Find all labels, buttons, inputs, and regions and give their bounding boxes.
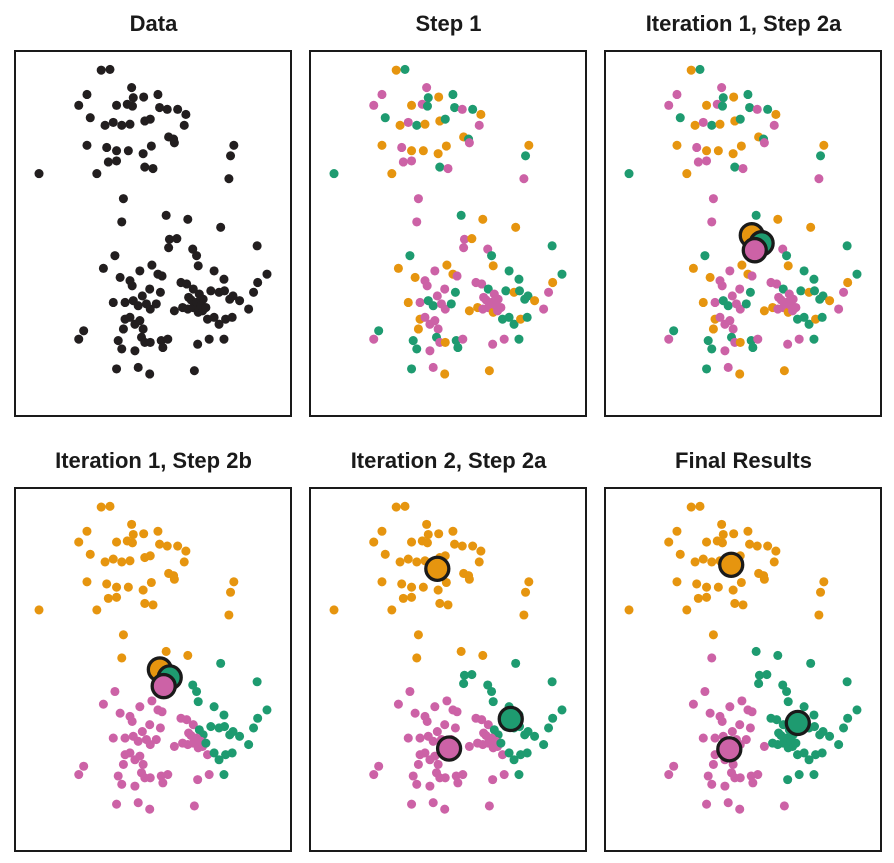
panel-title-iteration-1-step-2a: Iteration 1, Step 2a: [645, 11, 842, 36]
panel-title-iteration-1-step-2b: Iteration 1, Step 2b: [55, 448, 252, 473]
panel-title-final-results: Final Results: [675, 448, 812, 473]
panel-data: [14, 50, 292, 417]
scatter-plot-data: [34, 64, 272, 379]
scatter-plot-step-1: [329, 64, 567, 379]
panel-title-step-1: Step 1: [415, 11, 482, 36]
panel-title-iteration-2-step-2a: Iteration 2, Step 2a: [350, 448, 547, 473]
panel-iteration-1-step-2a: [604, 50, 882, 417]
scatter-plot-iteration-2-step-2a: [329, 501, 567, 814]
panel-step-1: [309, 50, 587, 417]
scatter-plot-final-results: [624, 501, 862, 814]
panel-iteration-2-step-2a: [309, 487, 587, 852]
panel-final-results: [604, 487, 882, 852]
panel-iteration-1-step-2b: [14, 487, 292, 852]
panel-title-data: Data: [129, 11, 178, 36]
scatter-plot-iteration-1-step-2b: [34, 501, 272, 814]
scatter-plot-iteration-1-step-2a: [624, 64, 862, 379]
